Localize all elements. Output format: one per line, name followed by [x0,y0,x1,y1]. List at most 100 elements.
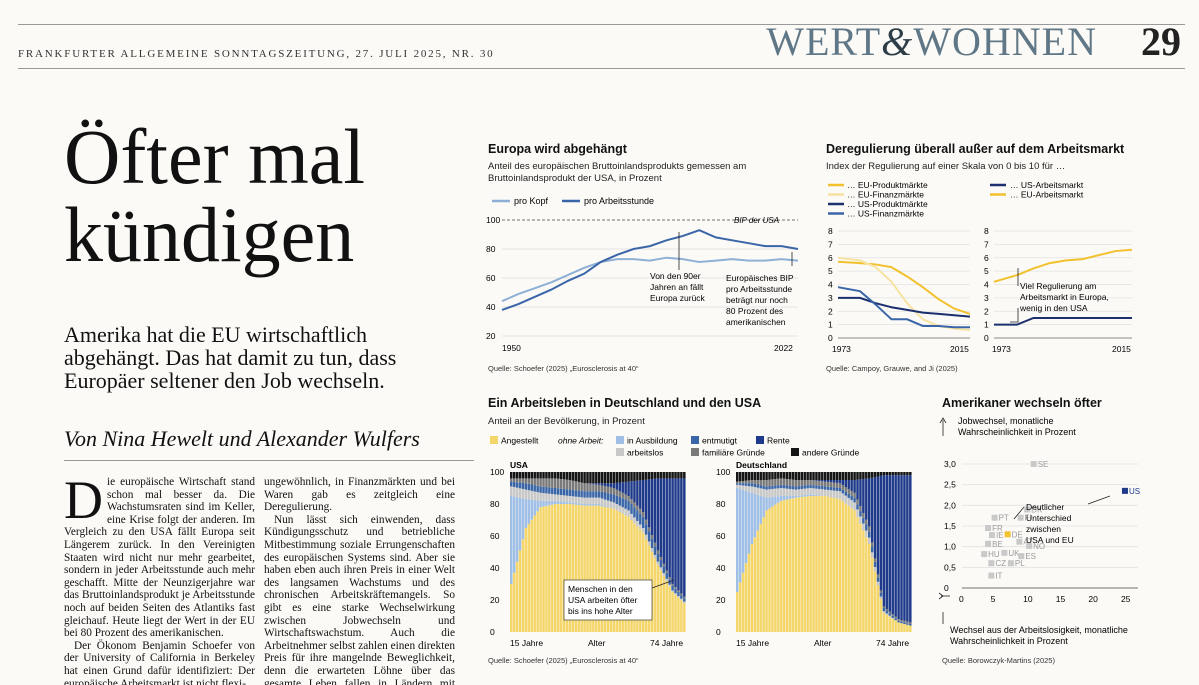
bar-segment [524,528,528,632]
bar-segment [598,504,601,506]
bar-segment [630,472,633,482]
bar-segment [600,504,604,507]
bar-segment [862,512,865,518]
bar-segment [650,548,654,552]
bar-segment [738,488,742,583]
bar-segment [545,500,548,506]
bar-segment [568,489,572,496]
bar-segment [512,478,516,482]
headline-line-2: kündigen [64,191,355,278]
top-rule [18,24,1185,25]
point-label: DK [1031,505,1043,514]
y-tick-label: 1,5 [944,521,956,531]
bar-segment [873,561,877,568]
bar-segment [879,472,883,476]
bar-segment [835,472,839,480]
bar-segment [518,478,522,483]
bar-segment [659,472,663,479]
bar-segment [574,504,578,632]
bar-segment [782,488,786,496]
x-tick-label: 15 [1056,594,1066,604]
bar-segment [556,504,560,632]
data-point-fi [1017,514,1024,521]
bar-segment [768,479,771,487]
bar-segment [859,511,862,517]
bar-segment [583,505,586,632]
bar-segment [903,624,906,632]
bar-segment [879,596,883,600]
y-axis-label: Jobwechsel, monatliche Wahrscheinlichkeit… [958,416,1076,437]
bar-segment [539,472,542,479]
y-tick-label: 0 [828,333,833,343]
bar-segment [741,483,745,486]
y-tick-label: 40 [490,563,500,573]
bar-segment [774,485,777,489]
bar-segment [824,486,827,490]
bar-segment [530,472,534,479]
y-tick-label: 5 [828,266,833,276]
bar-segment [868,544,871,632]
chart-amerikaner-source: Quelle: Borowczyk-Martins (2025) [942,656,1055,665]
bar-segment [891,615,894,618]
bar-segment [521,478,525,483]
bar-segment [829,482,833,488]
bar-segment [897,619,900,621]
bar-segment [521,488,525,499]
bar-segment [888,475,892,612]
bar-segment [780,488,783,496]
bar-segment [832,482,836,488]
bar-segment [806,496,809,632]
bar-segment [838,472,842,480]
bar-segment [559,488,563,496]
bar-segment [838,483,842,488]
bar-segment [794,472,798,480]
bar-segment [609,493,613,502]
bar-segment [542,478,545,487]
y-tick-label: 2 [984,306,989,316]
bar-segment [606,493,610,501]
bar-segment [653,542,657,547]
bar-segment [824,481,827,487]
bar-segment [559,504,563,632]
bar-segment [780,478,783,485]
bar-segment [797,497,801,632]
bar-segment [615,495,619,504]
bar-segment [656,553,660,562]
bar-segment [815,496,818,632]
byline-rule [64,460,474,461]
bar-segment [894,475,897,617]
bar-segment [859,472,862,480]
bar-segment [598,484,601,492]
bar-segment [856,479,859,500]
bar-segment [774,479,777,486]
bar-segment [891,617,894,619]
bar-segment [876,585,880,632]
bar-segment [762,472,765,480]
bar-segment [650,472,654,480]
bar-segment [627,516,630,632]
bar-segment [595,505,598,632]
bar-segment [829,490,833,498]
bar-segment [844,480,848,488]
bar-segment [577,496,580,504]
drop-cap: D [64,476,103,530]
bar-segment [894,616,897,619]
bar-segment [574,496,578,504]
bar-segment [832,490,836,498]
bar-segment [554,472,557,479]
bar-segment [812,480,815,486]
bar-segment [630,513,633,520]
bar-segment [826,486,830,490]
bar-segment [621,482,624,493]
legend-swatch [756,436,764,444]
bar-segment [674,588,677,594]
bar-segment [765,497,768,511]
bar-segment [777,502,780,632]
bar-segment [624,508,627,516]
annotation-box [563,579,653,621]
bar-segment [762,496,765,518]
point-label: SE [1038,460,1049,469]
bar-segment [583,497,586,504]
bar-segment [662,472,666,479]
